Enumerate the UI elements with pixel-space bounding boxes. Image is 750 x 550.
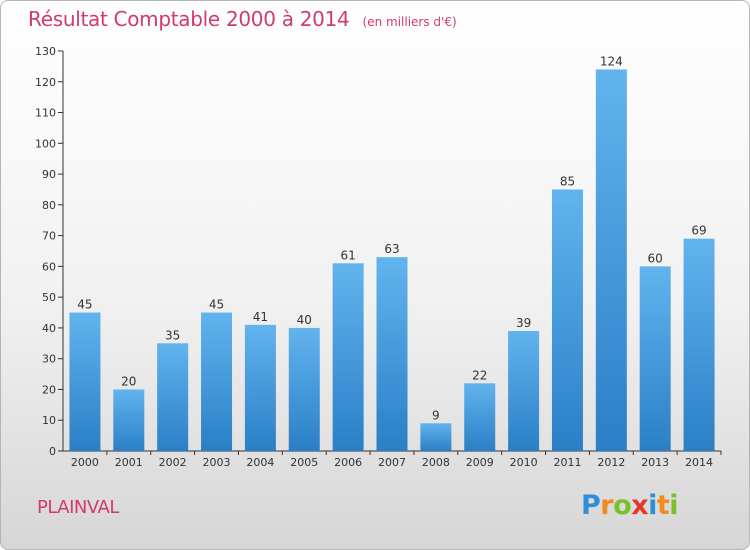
title-line: Résultat Comptable 2000 à 2014 (en milli… (28, 7, 457, 31)
bar (595, 69, 627, 451)
bar (69, 312, 101, 451)
y-tick-label: 30 (42, 353, 56, 366)
bar (551, 189, 583, 451)
bar-value-label: 45 (209, 298, 224, 312)
bar (288, 327, 320, 451)
bar (420, 423, 452, 451)
bar-value-label: 39 (516, 316, 531, 330)
bars: 45 20 35 45 41 40 61 63 9 22 39 85 124 60 69 (69, 54, 715, 451)
logo-letter: P (581, 490, 601, 521)
x-tick-label: 2010 (510, 456, 538, 469)
y-tick-label: 110 (35, 107, 56, 120)
y-tick-label: 80 (42, 199, 56, 212)
logo-letter: i (648, 490, 657, 521)
bar-value-label: 69 (691, 224, 706, 238)
x-tick-label: 2008 (422, 456, 450, 469)
x-tick-label: 2002 (159, 456, 187, 469)
bar-value-label: 61 (340, 248, 355, 262)
bar (244, 324, 276, 451)
y-tick-label: 20 (42, 383, 56, 396)
bar-value-label: 85 (560, 174, 575, 188)
logo-letter: i (669, 490, 679, 521)
logo-letter: t (656, 490, 670, 521)
bar (157, 343, 189, 451)
y-tick-label: 130 (35, 45, 56, 58)
bar (376, 257, 408, 451)
y-tick-label: 60 (42, 260, 56, 273)
bar-value-label: 20 (121, 374, 136, 388)
bar (639, 266, 671, 451)
bar (464, 383, 496, 451)
proxiti-logo: Proxiti (581, 490, 679, 521)
bar-value-label: 63 (384, 242, 399, 256)
bar (113, 389, 145, 451)
x-tick-label: 2012 (597, 456, 625, 469)
bar (683, 238, 715, 451)
chart-title: Résultat Comptable 2000 à 2014 (28, 7, 350, 31)
bar (508, 331, 540, 451)
bar-value-label: 45 (77, 298, 92, 312)
y-tick-label: 100 (35, 137, 56, 150)
x-tick-label: 2005 (290, 456, 318, 469)
y-tick-label: 90 (42, 168, 56, 181)
place-name: PLAINVAL (37, 497, 119, 518)
y-tick-label: 50 (42, 291, 56, 304)
bar-value-label: 124 (600, 54, 623, 68)
x-tick-label: 2004 (246, 456, 274, 469)
chart-subtitle: (en milliers d'€) (362, 15, 457, 29)
x-tick-label: 2014 (685, 456, 713, 469)
logo-letter: o (613, 490, 632, 521)
logo-letter: x (631, 490, 649, 521)
y-tick-label: 40 (42, 322, 56, 335)
bar-value-label: 60 (648, 251, 663, 265)
logo-letter: r (600, 490, 614, 521)
y-tick-label: 70 (42, 230, 56, 243)
bar-value-label: 40 (297, 313, 312, 327)
y-tick-label: 10 (42, 414, 56, 427)
x-tick-label: 2011 (553, 456, 581, 469)
y-tick-label: 0 (49, 445, 56, 458)
bar (332, 263, 364, 451)
y-tick-label: 120 (35, 76, 56, 89)
bar (201, 312, 233, 451)
x-tick-label: 2003 (203, 456, 231, 469)
x-tick-label: 2009 (466, 456, 494, 469)
x-axis: 2000 2001 2002 2003 2004 2005 2006 2007 2008 2009… (63, 450, 722, 469)
y-axis: 0 10 20 30 40 50 60 70 80 90 100 110 120 130 (35, 45, 64, 458)
x-tick-label: 2013 (641, 456, 669, 469)
x-tick-label: 2000 (71, 456, 99, 469)
bar-value-label: 9 (432, 408, 440, 422)
bar-value-label: 22 (472, 368, 487, 382)
bar-value-label: 35 (165, 328, 180, 342)
x-tick-label: 2001 (115, 456, 143, 469)
bar-value-label: 41 (253, 310, 268, 324)
x-tick-label: 2006 (334, 456, 362, 469)
x-tick-label: 2007 (378, 456, 406, 469)
